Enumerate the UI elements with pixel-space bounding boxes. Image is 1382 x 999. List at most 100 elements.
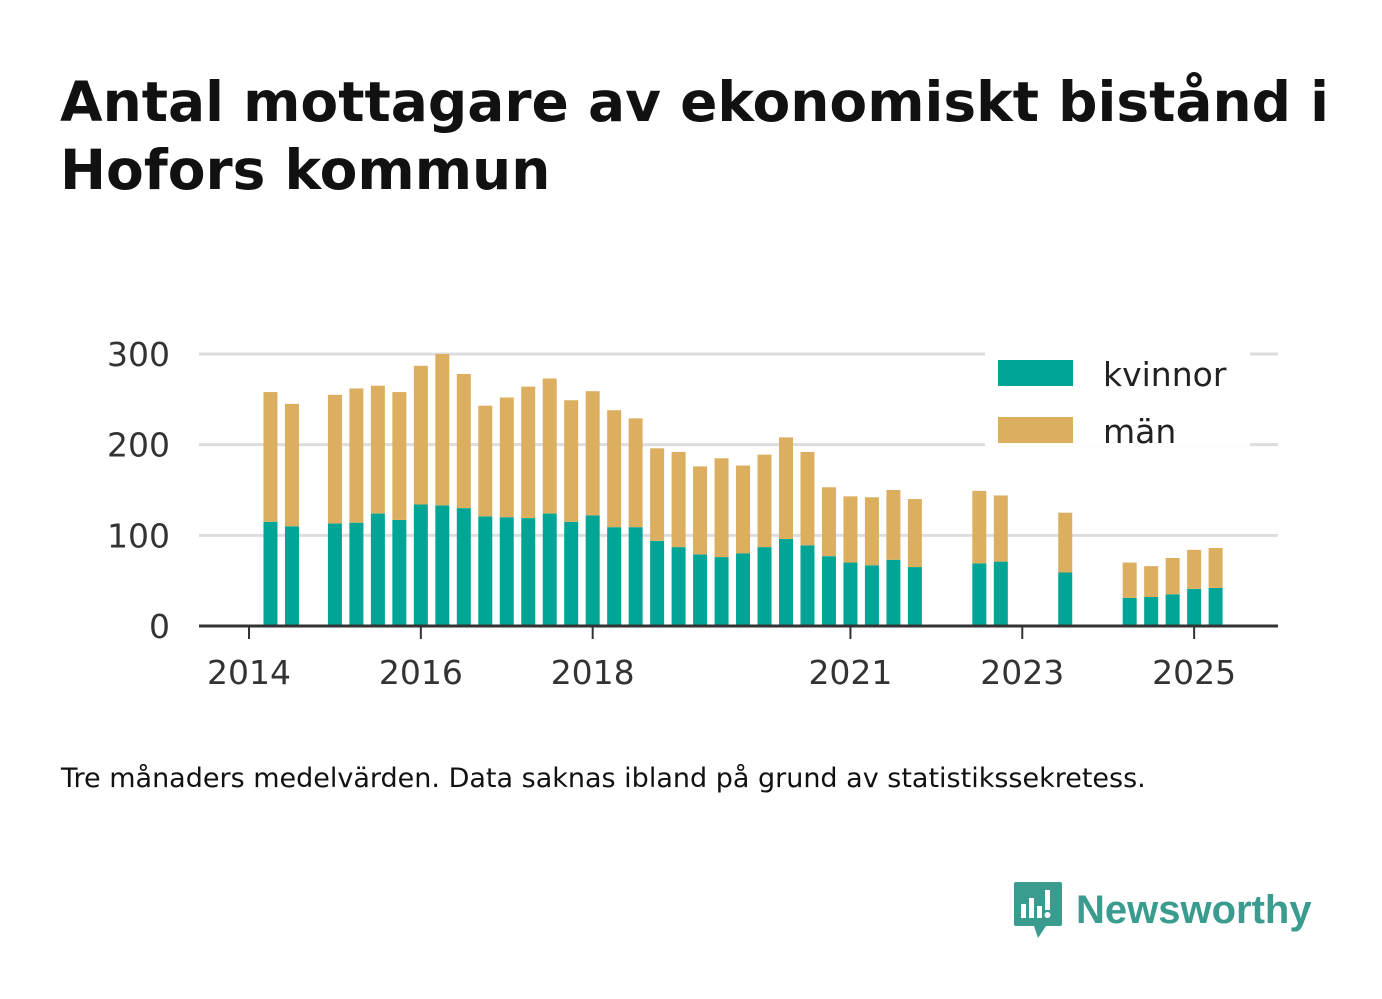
bar-kvinnor [499,517,514,626]
bar-man [542,378,557,514]
bar-man [1208,548,1223,588]
y-tick-label: 300 [107,335,170,374]
bar-kvinnor [800,545,815,626]
bar-kvinnor [542,513,557,626]
bar-man [821,487,836,557]
bar-kvinnor [370,513,385,626]
bar-kvinnor [843,562,858,626]
bar-man [435,354,450,506]
bar-kvinnor [886,559,901,626]
bar-kvinnor [392,519,407,626]
bar-man [800,451,815,546]
bar-man [585,391,600,516]
bar-kvinnor [1144,596,1159,626]
bar-kvinnor [693,554,708,626]
bar-kvinnor [284,526,299,626]
x-tick-label: 2014 [207,653,291,692]
bar-man [1122,562,1137,598]
x-tick-label: 2023 [980,653,1064,692]
bar-man [392,392,407,520]
brand-logo: Newsworthy [1012,880,1312,940]
x-tick-label: 2025 [1152,653,1236,692]
bar-man [521,386,536,519]
bar-kvinnor [456,508,471,626]
bar-man [736,465,751,554]
bar-kvinnor [736,553,751,626]
bar-man [1165,558,1180,595]
bar-man [843,496,858,563]
chart-note: Tre månaders medelvärden. Data saknas ib… [61,763,1146,794]
y-tick-label: 0 [149,607,170,646]
bar-man [349,388,364,523]
bar-kvinnor [564,521,579,626]
bar-kvinnor [521,518,536,626]
bar-kvinnor [1208,587,1223,626]
bar-man [886,490,901,560]
bar-kvinnor [821,556,836,626]
bar-kvinnor [1187,588,1202,626]
bar-man [693,466,708,555]
bar-man [671,451,686,548]
bar-kvinnor [757,547,772,626]
bar-kvinnor [650,540,665,626]
x-tick-label: 2021 [808,653,892,692]
bar-kvinnor [327,523,342,626]
bar-man [1187,549,1202,589]
legend: kvinnor män [985,352,1250,451]
bar-man [714,458,729,558]
bar-kvinnor [864,565,879,626]
bar-man [327,394,342,524]
bar-man [456,373,471,509]
bar-man [993,495,1008,562]
bar-kvinnor [628,527,643,626]
bar-kvinnor [671,547,686,626]
bar-kvinnor [714,557,729,626]
bar-man [370,385,385,514]
x-tick-label: 2016 [379,653,463,692]
bar-man [757,454,772,548]
bar-man [628,418,643,528]
bar-man [413,365,428,505]
x-axis: 2014 2016 2018 2021 2023 2025 [199,624,1278,692]
bar-kvinnor [779,538,793,626]
bar-man [650,448,665,541]
newsworthy-logo-icon [1014,882,1062,938]
x-tick-label: 2018 [551,653,635,692]
legend-label-man: män [1103,412,1176,451]
brand-name: Newsworthy [1076,887,1312,932]
bar-kvinnor [972,563,987,626]
bar-kvinnor [435,505,450,626]
bar-kvinnor [413,504,428,626]
bar-man [607,410,622,528]
bar-man [779,437,793,539]
bar-kvinnor [349,522,364,626]
bar-man [263,392,278,522]
y-axis: 0 100 200 300 [107,335,170,646]
bar-man [284,403,299,527]
bar-man [478,405,493,517]
chart-title: Antal mottagare av ekonomiskt bistånd i … [60,70,1330,202]
bar-man [864,497,879,566]
bar-kvinnor [1058,572,1073,626]
bar-man [499,397,514,518]
bar-kvinnor [1122,597,1137,626]
bar-kvinnor [585,515,600,626]
bar-kvinnor [993,561,1008,626]
bar-man [1144,566,1159,597]
y-tick-label: 100 [107,516,170,555]
bar-man [907,499,922,568]
bar-kvinnor [1165,594,1180,626]
bar-man [564,400,579,522]
bar-kvinnor [478,516,493,626]
legend-label-kvinnor: kvinnor [1103,355,1227,394]
legend-swatch-kvinnor [998,360,1073,386]
bars [263,354,1223,626]
y-tick-label: 200 [107,426,170,465]
bar-kvinnor [907,567,922,626]
bar-kvinnor [263,521,278,626]
bar-kvinnor [607,527,622,626]
legend-swatch-man [998,417,1073,443]
bar-man [972,490,987,564]
bar-man [1058,512,1073,573]
